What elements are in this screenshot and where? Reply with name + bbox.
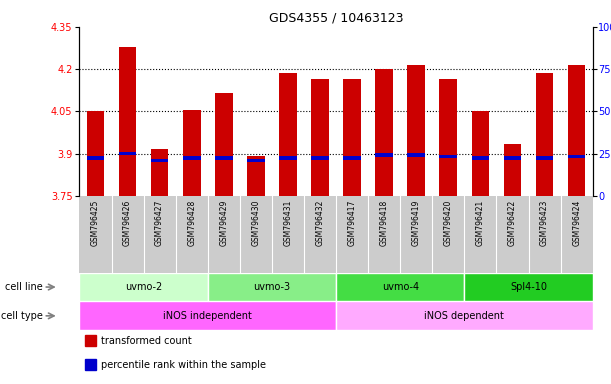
Bar	[503, 156, 521, 160]
Bar	[336, 301, 593, 330]
Title: GDS4355 / 10463123: GDS4355 / 10463123	[269, 11, 403, 24]
Bar	[279, 73, 297, 196]
Text: GSM796419: GSM796419	[412, 200, 421, 246]
Bar	[79, 273, 208, 301]
Text: GSM796421: GSM796421	[476, 200, 485, 246]
Bar	[343, 156, 361, 160]
Text: cell type: cell type	[1, 311, 43, 321]
Bar	[464, 273, 593, 301]
Text: GSM796427: GSM796427	[155, 200, 164, 246]
Text: GSM796420: GSM796420	[444, 200, 453, 246]
Text: uvmo-2: uvmo-2	[125, 282, 162, 292]
Bar	[79, 301, 336, 330]
Bar	[375, 153, 393, 157]
Bar	[568, 155, 585, 158]
Text: cell line: cell line	[5, 282, 43, 292]
Text: GSM796428: GSM796428	[187, 200, 196, 246]
Text: GSM796418: GSM796418	[379, 200, 389, 246]
Bar	[215, 93, 233, 196]
Text: GSM796432: GSM796432	[315, 200, 324, 246]
Bar	[183, 156, 200, 160]
Bar	[343, 79, 361, 196]
Text: uvmo-4: uvmo-4	[382, 282, 419, 292]
Text: GSM796426: GSM796426	[123, 200, 132, 246]
Bar	[311, 79, 329, 196]
Bar	[119, 152, 136, 156]
Bar	[408, 65, 425, 196]
Bar	[568, 65, 585, 196]
Bar	[472, 156, 489, 160]
Bar	[503, 144, 521, 196]
Text: uvmo-3: uvmo-3	[254, 282, 290, 292]
Bar	[119, 46, 136, 196]
Text: GSM796430: GSM796430	[251, 200, 260, 246]
Text: iNOS dependent: iNOS dependent	[425, 311, 504, 321]
Text: GSM796424: GSM796424	[572, 200, 581, 246]
Text: GSM796425: GSM796425	[91, 200, 100, 246]
Bar	[87, 156, 104, 160]
Bar	[311, 156, 329, 160]
Bar	[247, 156, 265, 196]
Bar	[375, 69, 393, 196]
Bar	[472, 111, 489, 196]
Text: Spl4-10: Spl4-10	[510, 282, 547, 292]
Bar	[247, 159, 265, 162]
Text: iNOS independent: iNOS independent	[163, 311, 252, 321]
Bar	[279, 156, 297, 160]
Bar	[87, 111, 104, 196]
Bar	[208, 273, 336, 301]
Text: GSM796422: GSM796422	[508, 200, 517, 246]
Bar	[215, 156, 233, 160]
Bar	[439, 155, 457, 158]
Bar	[151, 149, 169, 196]
Text: GSM796423: GSM796423	[540, 200, 549, 246]
Bar	[408, 153, 425, 157]
Text: GSM796417: GSM796417	[348, 200, 357, 246]
Bar	[84, 335, 96, 346]
Bar	[536, 73, 554, 196]
Bar	[84, 359, 96, 370]
Bar	[536, 156, 554, 160]
Bar	[336, 273, 464, 301]
Text: GSM796429: GSM796429	[219, 200, 229, 246]
Bar	[151, 159, 169, 162]
Bar	[439, 79, 457, 196]
Bar	[183, 110, 200, 196]
Text: transformed count: transformed count	[101, 336, 192, 346]
Text: percentile rank within the sample: percentile rank within the sample	[101, 360, 266, 370]
Text: GSM796431: GSM796431	[284, 200, 293, 246]
